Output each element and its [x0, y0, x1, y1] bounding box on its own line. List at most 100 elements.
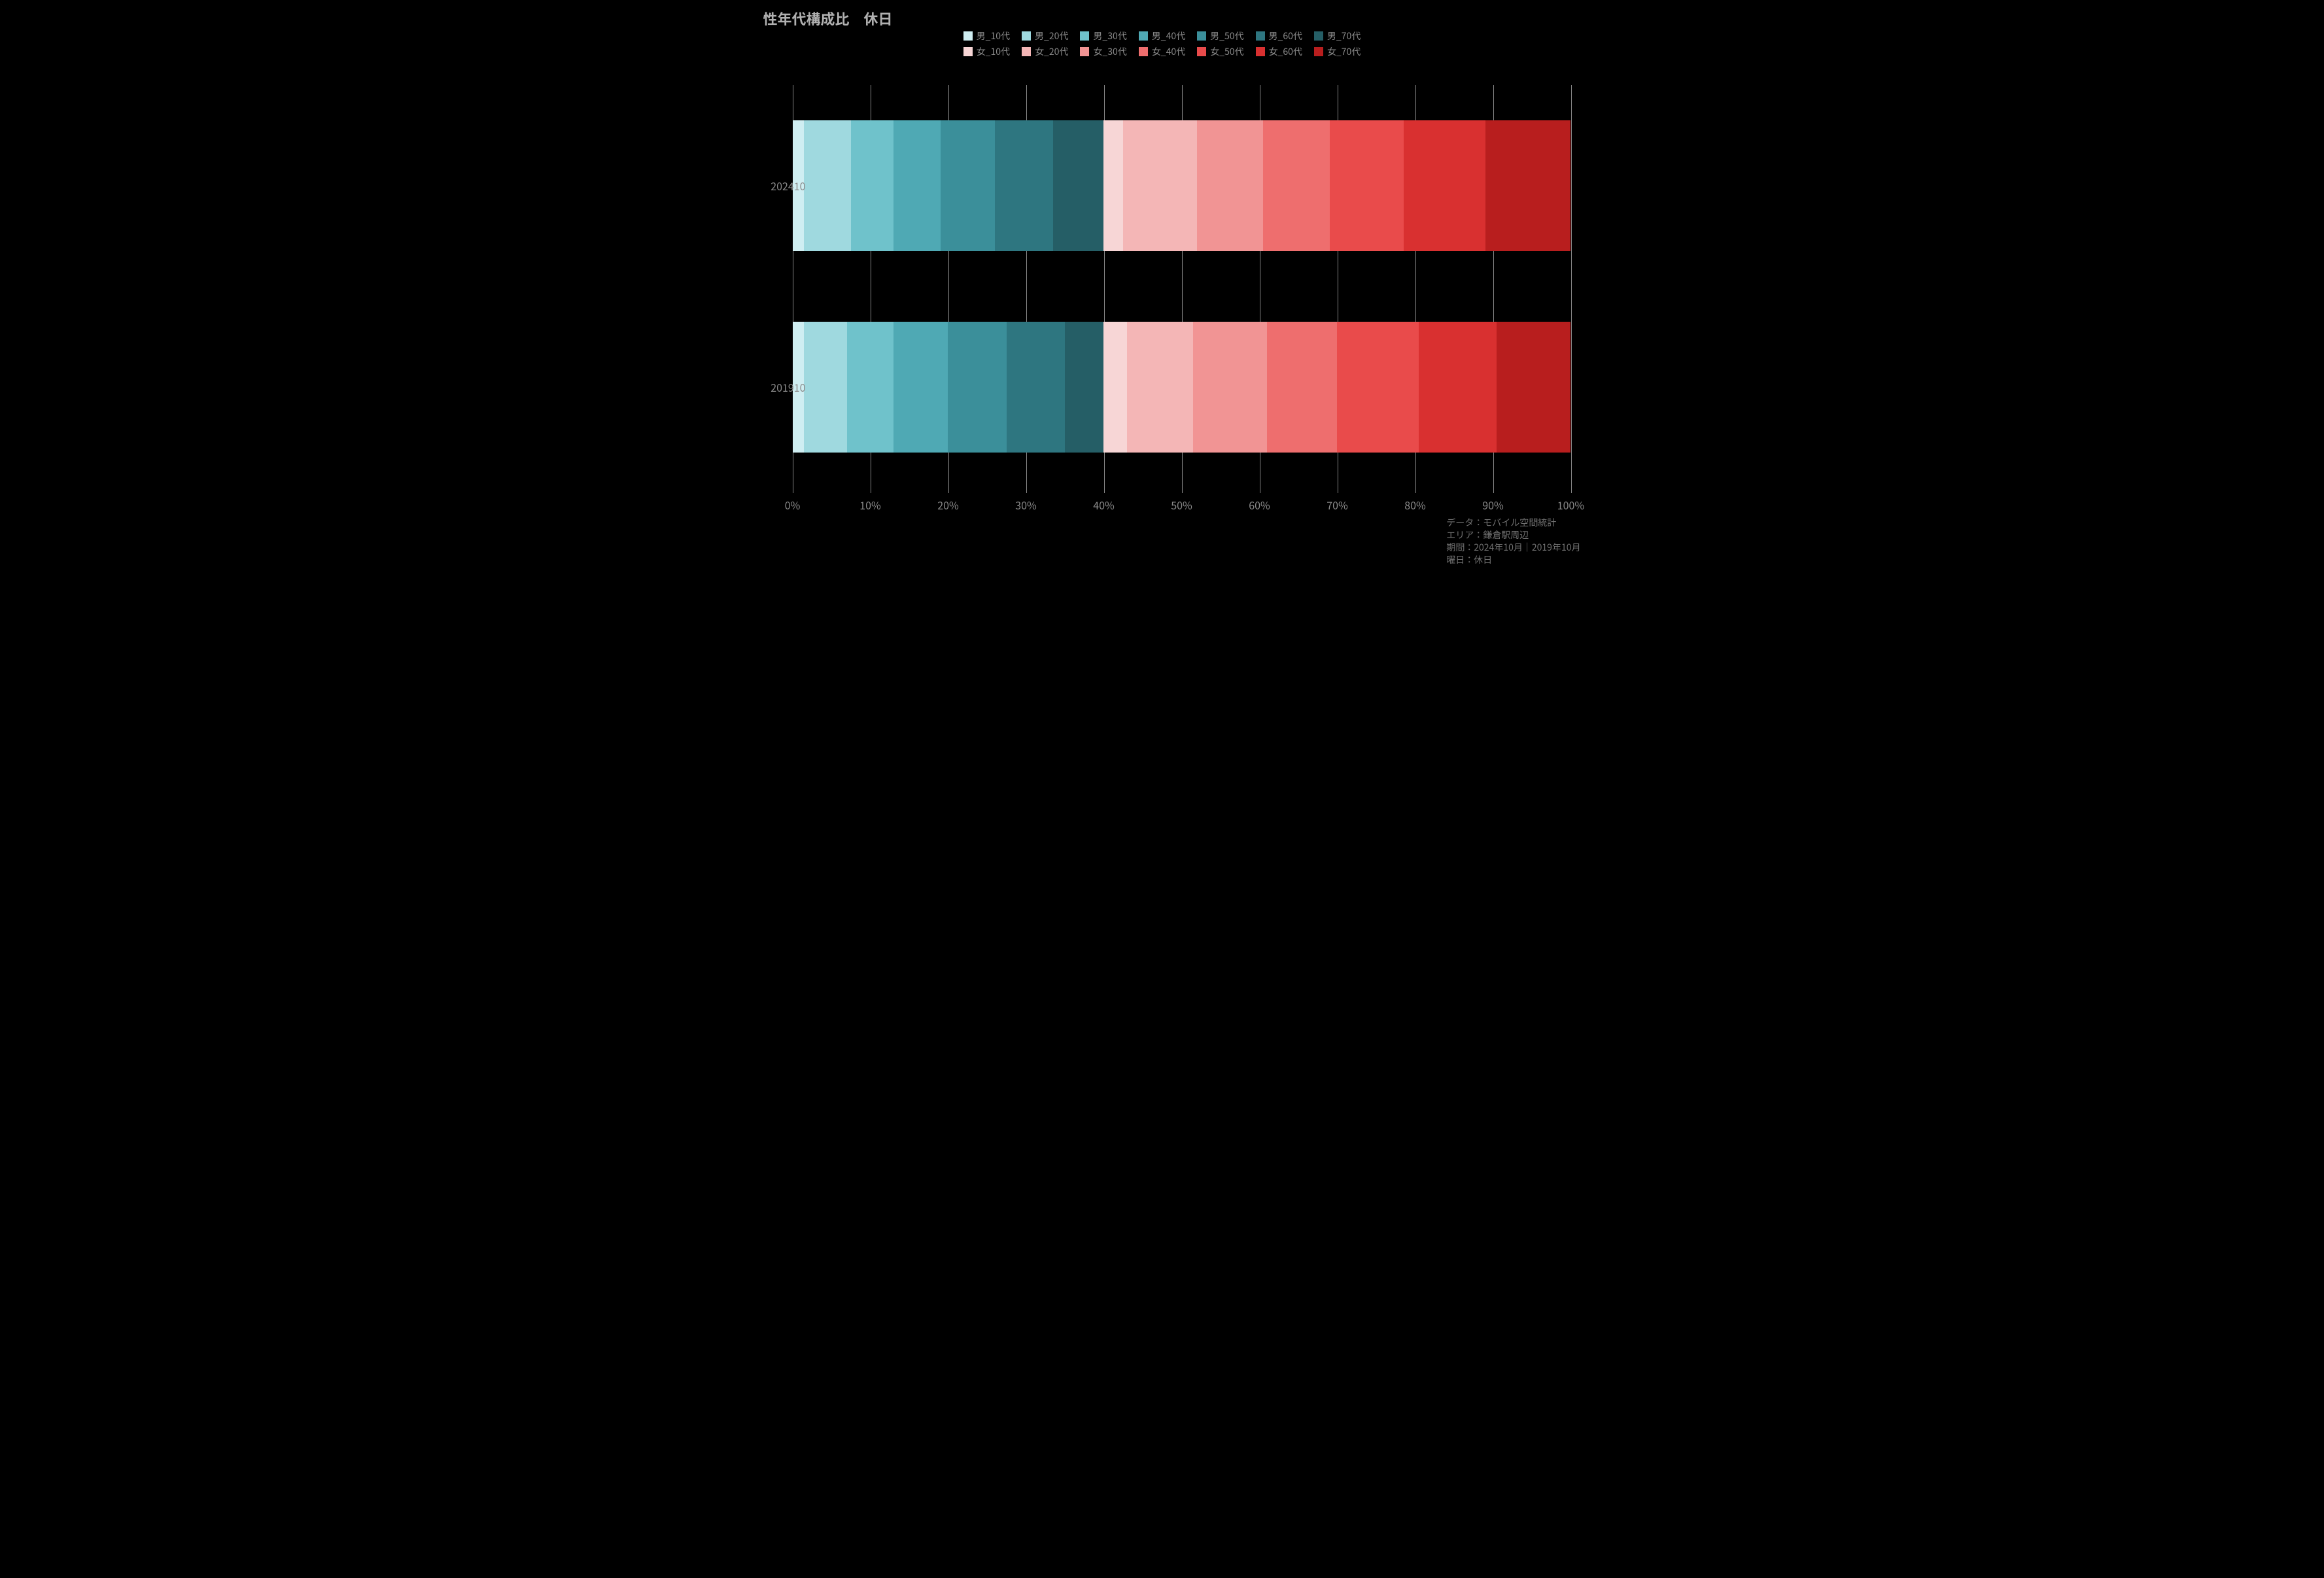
bar-segment	[851, 120, 893, 251]
bar-segment	[1123, 120, 1197, 251]
x-tick-label: 50%	[1162, 497, 1202, 513]
legend-item: 女_20代	[1022, 45, 1068, 58]
caption-day: 曜日：休日	[1446, 554, 1580, 566]
bar-segment	[1127, 322, 1193, 453]
legend-item: 女_10代	[963, 45, 1010, 58]
bar-segment	[941, 120, 995, 251]
bar-segment	[893, 322, 948, 453]
chart-title: 性年代構成比 休日	[763, 8, 893, 29]
legend-swatch	[963, 47, 973, 56]
bar-segment	[1053, 120, 1103, 251]
legend-swatch	[1022, 31, 1031, 41]
x-tick-mark	[1104, 488, 1105, 493]
legend-item: 女_40代	[1139, 45, 1185, 58]
legend-item: 女_70代	[1314, 45, 1361, 58]
legend-item: 男_40代	[1139, 29, 1185, 43]
legend-label: 男_20代	[1035, 29, 1068, 43]
legend-item: 男_50代	[1197, 29, 1243, 43]
plot-area	[793, 85, 1571, 488]
x-tick-mark	[1493, 488, 1494, 493]
bar-segment	[1065, 322, 1104, 453]
legend-label: 男_30代	[1093, 29, 1126, 43]
bar-segment	[1267, 322, 1337, 453]
legend-label: 女_20代	[1035, 45, 1068, 58]
legend-swatch	[1080, 31, 1089, 41]
legend-item: 男_60代	[1256, 29, 1302, 43]
bar-segment	[1197, 120, 1263, 251]
y-tick-label: 202410	[754, 178, 806, 194]
legend-label: 男_50代	[1210, 29, 1243, 43]
x-tick-label: 90%	[1474, 497, 1513, 513]
x-tick-mark	[1415, 488, 1416, 493]
bar-segment	[948, 322, 1006, 453]
legend-label: 女_10代	[977, 45, 1010, 58]
legend-label: 女_40代	[1152, 45, 1185, 58]
bar-segment	[1103, 120, 1123, 251]
legend-swatch	[1080, 47, 1089, 56]
bar-row	[793, 322, 1571, 453]
legend-swatch	[1314, 47, 1323, 56]
legend-swatch	[1256, 47, 1265, 56]
gridline	[1571, 85, 1572, 488]
bar-segment	[804, 322, 846, 453]
legend-item: 女_60代	[1256, 45, 1302, 58]
bar-segment	[1263, 120, 1329, 251]
bar-segment	[1404, 120, 1485, 251]
legend-item: 女_30代	[1080, 45, 1126, 58]
legend-swatch	[1022, 47, 1031, 56]
x-tick-mark	[1571, 488, 1572, 493]
legend-label: 女_60代	[1269, 45, 1302, 58]
legend-item: 男_30代	[1080, 29, 1126, 43]
legend-label: 男_70代	[1327, 29, 1361, 43]
legend-label: 男_40代	[1152, 29, 1185, 43]
legend-label: 男_60代	[1269, 29, 1302, 43]
x-tick-label: 100%	[1552, 497, 1591, 513]
legend-item: 男_70代	[1314, 29, 1361, 43]
bar-segment	[1419, 322, 1497, 453]
chart-caption: データ：モバイル空間統計 エリア：鎌倉駅周辺 期間：2024年10月｜2019年…	[1446, 517, 1580, 566]
bar-segment	[893, 120, 940, 251]
chart-container: 性年代構成比 休日 男_10代 男_20代 男_30代 男_40代 男_50代 男_60代…	[731, 0, 1594, 589]
caption-data: データ：モバイル空間統計	[1446, 517, 1580, 529]
legend-label: 男_10代	[977, 29, 1010, 43]
legend-label: 女_70代	[1327, 45, 1361, 58]
x-tick-label: 20%	[929, 497, 968, 513]
x-tick-label: 30%	[1007, 497, 1046, 513]
legend-swatch	[1197, 47, 1206, 56]
x-tick-label: 60%	[1240, 497, 1279, 513]
legend-row: 女_10代 女_20代 女_30代 女_40代 女_50代 女_60代 女_70代	[963, 45, 1361, 58]
legend-label: 女_50代	[1210, 45, 1243, 58]
bar-segment	[1103, 322, 1127, 453]
bar-segment	[995, 120, 1053, 251]
legend-swatch	[1256, 31, 1265, 41]
bar-segment	[847, 322, 893, 453]
legend-swatch	[963, 31, 973, 41]
legend-swatch	[1314, 31, 1323, 41]
bar-segment	[1485, 120, 1571, 251]
x-tick-label: 40%	[1084, 497, 1124, 513]
legend-item: 男_20代	[1022, 29, 1068, 43]
legend: 男_10代 男_20代 男_30代 男_40代 男_50代 男_60代 男_70代女_10代…	[731, 29, 1594, 58]
x-tick-mark	[948, 488, 949, 493]
x-tick-label: 80%	[1396, 497, 1435, 513]
legend-item: 男_10代	[963, 29, 1010, 43]
legend-swatch	[1139, 31, 1148, 41]
caption-period: 期間：2024年10月｜2019年10月	[1446, 541, 1580, 554]
x-tick-mark	[1026, 488, 1027, 493]
bar-segment	[1007, 322, 1065, 453]
bar-segment	[804, 120, 850, 251]
legend-swatch	[1197, 31, 1206, 41]
bar-segment	[1337, 322, 1419, 453]
bar-segment	[1193, 322, 1267, 453]
legend-swatch	[1139, 47, 1148, 56]
bar-segment	[1330, 120, 1404, 251]
caption-area: エリア：鎌倉駅周辺	[1446, 529, 1580, 541]
bar-segment	[1497, 322, 1570, 453]
x-tick-mark	[1182, 488, 1183, 493]
y-tick-label: 201910	[754, 379, 806, 395]
bar-row	[793, 120, 1571, 251]
legend-label: 女_30代	[1093, 45, 1126, 58]
x-tick-label: 0%	[773, 497, 812, 513]
legend-row: 男_10代 男_20代 男_30代 男_40代 男_50代 男_60代 男_70代	[963, 29, 1361, 43]
x-tick-label: 10%	[851, 497, 890, 513]
